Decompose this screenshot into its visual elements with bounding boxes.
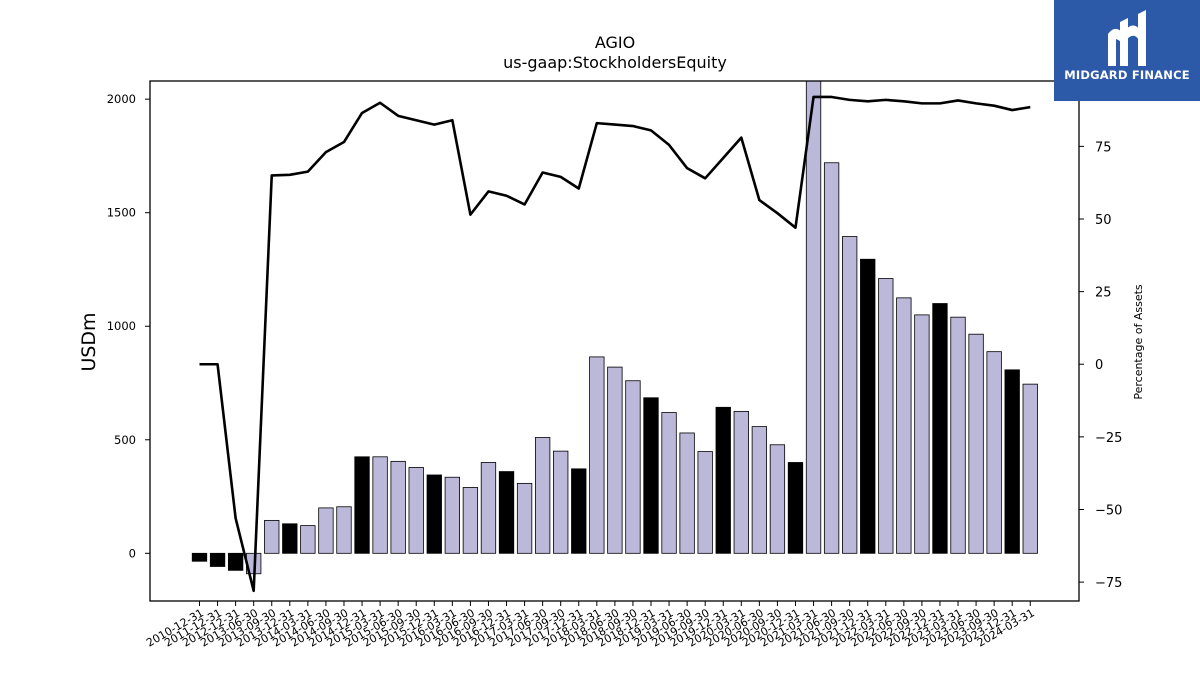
bar-2020-12-31 xyxy=(787,462,804,554)
bar-2019-12-31 xyxy=(715,406,731,554)
y2-tick-label: −50 xyxy=(1095,503,1122,518)
bar-2021-12-31 xyxy=(860,258,876,554)
bar-2014-09-30 xyxy=(336,506,352,554)
bar-2022-06-30 xyxy=(896,297,912,554)
y-tick-label: 2000 xyxy=(107,92,136,106)
bar-2017-06-30 xyxy=(534,437,551,554)
y-tick-label: 0 xyxy=(129,546,136,560)
bar-2018-12-31 xyxy=(643,397,659,554)
bar-2021-06-30 xyxy=(823,162,840,554)
bar-2017-12-31 xyxy=(571,468,587,554)
y-tick-label: 1500 xyxy=(107,206,136,220)
bar-2016-03-31 xyxy=(444,476,460,554)
y2-tick-label: 25 xyxy=(1095,286,1112,301)
bar-2016-06-30 xyxy=(462,487,479,554)
y2-tick-label: −75 xyxy=(1095,576,1122,591)
bar-2016-12-31 xyxy=(498,471,515,554)
bar-2021-09-30 xyxy=(842,236,858,554)
bar-2016-09-30 xyxy=(480,462,497,554)
bar-2015-09-30 xyxy=(408,467,424,554)
bar-2014-06-30 xyxy=(318,507,334,554)
y2-tick-label: 50 xyxy=(1095,213,1112,228)
bar-2017-03-31 xyxy=(516,482,533,554)
right-axis: −75 −50 −25 0 25 50 75 xyxy=(1079,140,1122,591)
chart-title: AGIO xyxy=(595,33,635,52)
bar-2013-09-30 xyxy=(264,519,280,554)
bar-2022-12-31 xyxy=(932,303,948,554)
y2-tick-label: 75 xyxy=(1095,140,1112,155)
bar-2010-12-31 xyxy=(191,552,208,562)
left-axis: 0 500 1000 1500 2000 xyxy=(107,92,150,560)
bar-2015-03-31 xyxy=(372,456,388,554)
bar-2021-03-31 xyxy=(805,80,822,554)
bar-group xyxy=(191,80,1038,575)
bar-2015-06-30 xyxy=(390,460,406,554)
bar-2013-12-31 xyxy=(282,523,298,554)
bar-2020-06-30 xyxy=(751,426,768,554)
bar-2018-06-30 xyxy=(607,366,623,554)
bar-2014-12-31 xyxy=(354,456,370,554)
bar-2023-06-30 xyxy=(968,333,984,554)
y2-tick-label: 0 xyxy=(1095,358,1103,373)
bar-2019-09-30 xyxy=(697,451,713,554)
bar-2022-03-31 xyxy=(878,278,894,554)
chart-subtitle: us-gaap:StockholdersEquity xyxy=(503,53,727,72)
bar-2023-09-30 xyxy=(986,351,1002,554)
bar-2018-09-30 xyxy=(625,380,641,554)
y-axis-label: USDm xyxy=(78,312,100,371)
bar-2012-12-31 xyxy=(227,552,244,571)
line-group xyxy=(199,95,1031,593)
bar-2011-12-31 xyxy=(209,552,226,567)
logo-text: MIDGARD FINANCE xyxy=(1064,68,1190,82)
logo-mark-icon xyxy=(1108,10,1146,66)
bar-2018-03-31 xyxy=(589,356,605,554)
bar-2024-03-31 xyxy=(1022,383,1038,554)
bar-2020-03-31 xyxy=(733,410,749,554)
midgard-finance-logo: MIDGARD FINANCE xyxy=(1054,0,1200,101)
bar-2019-06-30 xyxy=(679,432,695,554)
bar-2022-09-30 xyxy=(914,314,930,554)
bar-2023-03-31 xyxy=(950,316,966,554)
bar-2017-09-30 xyxy=(553,450,569,554)
y2-tick-label: −25 xyxy=(1095,431,1122,446)
x-axis: 2010-12-312011-12-312012-12-312013-06-30… xyxy=(144,601,1037,650)
y2-axis-label: Percentage of Assets xyxy=(1132,284,1145,400)
bar-2023-12-31 xyxy=(1004,369,1020,554)
bar-2014-03-31 xyxy=(300,525,316,554)
y-tick-label: 500 xyxy=(114,433,136,447)
bar-2015-12-31 xyxy=(426,474,442,554)
plot-frame xyxy=(149,80,1080,602)
bar-2019-03-31 xyxy=(661,412,677,554)
y-tick-label: 1000 xyxy=(107,319,136,333)
bar-2020-09-30 xyxy=(769,444,786,554)
